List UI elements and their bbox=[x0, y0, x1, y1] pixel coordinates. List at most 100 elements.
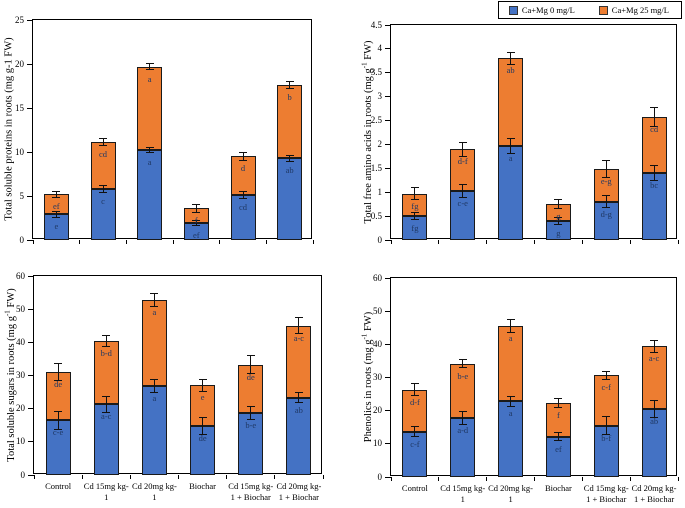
significance-letter: fg bbox=[411, 223, 419, 234]
significance-letter: e bbox=[200, 392, 205, 403]
error-bar-cap bbox=[294, 317, 303, 319]
bar-segment-camg25 bbox=[238, 364, 264, 413]
error-bar-cap bbox=[602, 160, 611, 162]
y-tick bbox=[385, 167, 391, 169]
error-bar bbox=[298, 317, 300, 334]
error-bar-cap bbox=[192, 211, 201, 213]
error-bar bbox=[557, 432, 559, 441]
error-bar-cap bbox=[506, 318, 515, 320]
x-tick bbox=[219, 240, 221, 244]
error-bar-cap bbox=[410, 383, 419, 385]
error-bar bbox=[653, 340, 655, 353]
error-bar-cap bbox=[246, 405, 255, 407]
error-bar-cap bbox=[150, 305, 159, 307]
significance-letter: a bbox=[147, 73, 152, 84]
error-bar bbox=[414, 426, 416, 437]
error-bar bbox=[414, 212, 416, 220]
error-bar-cap bbox=[410, 198, 419, 200]
y-tick bbox=[385, 277, 391, 279]
error-bar bbox=[202, 417, 204, 435]
y-tick bbox=[27, 63, 33, 65]
error-bar-cap bbox=[554, 432, 563, 434]
significance-letter: de bbox=[198, 433, 207, 444]
error-bar bbox=[57, 363, 59, 381]
y-tick bbox=[28, 275, 34, 277]
error-bar-cap bbox=[458, 424, 467, 426]
significance-letter: d-f bbox=[409, 396, 420, 407]
error-bar-cap bbox=[650, 180, 659, 182]
significance-letter: a bbox=[147, 157, 152, 168]
error-bar-cap bbox=[410, 436, 419, 438]
bar-segment-camg0 bbox=[498, 401, 524, 477]
bar-segment-camg0 bbox=[141, 386, 167, 475]
significance-letter: ef bbox=[555, 443, 562, 454]
y-tick bbox=[385, 410, 391, 412]
x-tick bbox=[129, 475, 131, 479]
significance-letter: ef bbox=[193, 230, 200, 241]
legend-label-camg-25: Ca+Mg 25 mg/L bbox=[611, 5, 669, 15]
error-bar bbox=[557, 217, 559, 225]
x-tick bbox=[125, 240, 127, 244]
chart-total-soluble-sugars: Total soluble sugars in roots (mg g-1 FW… bbox=[0, 254, 342, 508]
plot-area: 0 10 20 30 40 50 60 d-f c-f Control b-e a-d Cd 15mg … bbox=[373, 273, 679, 504]
y-tick-label: 20 bbox=[16, 403, 25, 414]
bar-segment-camg0 bbox=[137, 150, 163, 240]
error-bar-cap bbox=[54, 380, 63, 382]
y-tick-label: 5 bbox=[19, 190, 25, 201]
error-bar bbox=[653, 107, 655, 127]
x-tick bbox=[390, 477, 392, 481]
error-bar-cap bbox=[102, 334, 111, 336]
error-bar-cap bbox=[602, 378, 611, 380]
significance-letter: de bbox=[54, 379, 63, 390]
error-bar bbox=[414, 383, 416, 396]
error-bar-cap bbox=[246, 373, 255, 375]
error-bar bbox=[414, 187, 416, 200]
error-bar-cap bbox=[506, 138, 515, 140]
error-bar-cap bbox=[458, 141, 467, 143]
error-bar-cap bbox=[506, 64, 515, 66]
x-category-label: Control bbox=[401, 483, 428, 493]
x-tick bbox=[629, 240, 631, 244]
significance-letter: de bbox=[246, 371, 255, 382]
y-tick-label: 2.5 bbox=[370, 115, 382, 126]
significance-letter: d-g bbox=[600, 208, 612, 219]
error-bar-cap bbox=[198, 390, 207, 392]
x-category-label: Cd 20mg kg- 1 bbox=[488, 483, 533, 505]
error-bar bbox=[462, 184, 464, 197]
x-tick bbox=[486, 477, 488, 481]
error-bar-cap bbox=[650, 417, 659, 419]
x-category-label: Control bbox=[45, 481, 72, 491]
error-bar-cap bbox=[192, 220, 201, 222]
error-bar bbox=[55, 211, 57, 218]
bar-segment-camg0 bbox=[90, 188, 116, 240]
x-tick bbox=[390, 240, 392, 244]
error-bar-cap bbox=[458, 410, 467, 412]
x-tick bbox=[486, 240, 488, 244]
error-bar bbox=[298, 392, 300, 403]
y-tick bbox=[385, 343, 391, 345]
error-bar bbox=[195, 220, 197, 226]
error-bar-cap bbox=[145, 147, 154, 149]
significance-letter: c-f bbox=[601, 382, 611, 393]
error-bar-cap bbox=[602, 370, 611, 372]
y-tick bbox=[27, 107, 33, 109]
error-bar-cap bbox=[246, 354, 255, 356]
y-tick bbox=[28, 408, 34, 410]
significance-letter: cd bbox=[650, 124, 659, 135]
error-bar bbox=[149, 147, 151, 153]
error-bar-cap bbox=[506, 51, 515, 53]
error-bar-cap bbox=[285, 160, 294, 162]
error-bar bbox=[55, 191, 57, 198]
error-bar-cap bbox=[54, 410, 63, 412]
significance-letter: g bbox=[556, 211, 561, 222]
significance-letter: a-c bbox=[293, 332, 305, 343]
bar-segment-camg0 bbox=[641, 409, 667, 477]
y-tick-label: 60 bbox=[16, 270, 25, 281]
error-bar-cap bbox=[294, 333, 303, 335]
error-bar bbox=[242, 191, 244, 199]
significance-letter: c-e bbox=[52, 427, 64, 438]
error-bar-cap bbox=[554, 208, 563, 210]
significance-letter: a bbox=[152, 306, 157, 317]
y-tick-label: 30 bbox=[16, 370, 25, 380]
